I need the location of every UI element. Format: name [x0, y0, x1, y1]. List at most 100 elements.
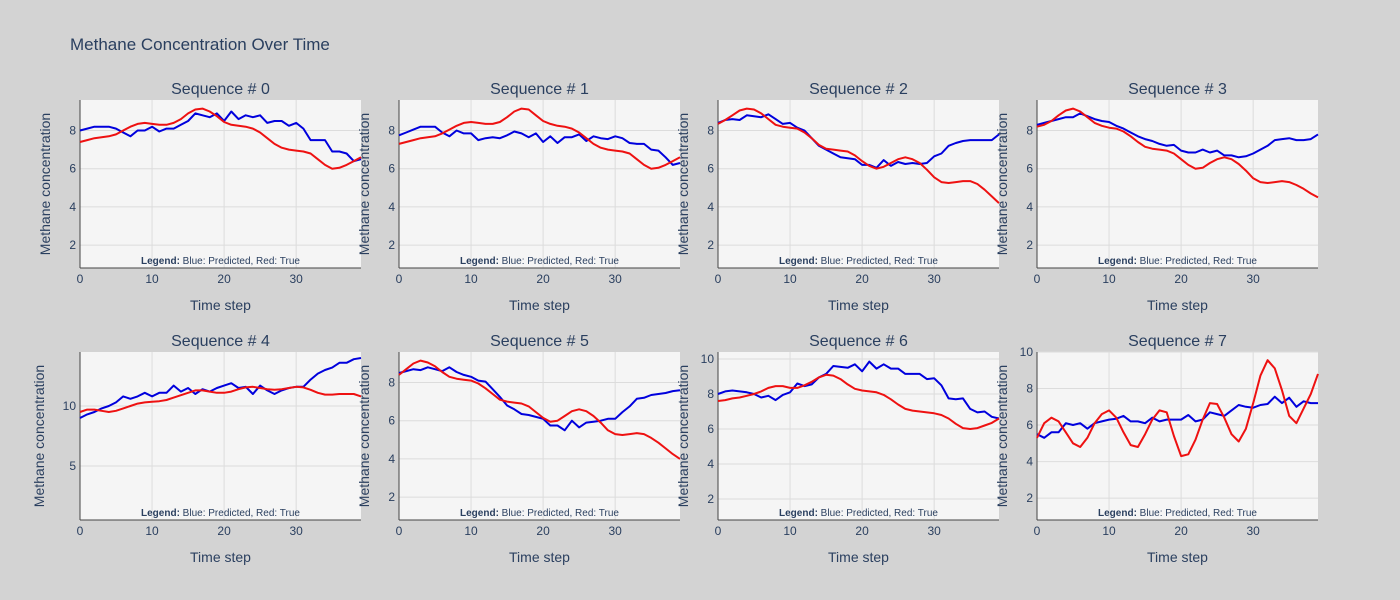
- x-tick-label: 20: [1174, 272, 1188, 286]
- y-axis-label: Methane concentration: [675, 113, 691, 255]
- x-tick-label: 10: [464, 524, 478, 538]
- y-axis-label: Methane concentration: [356, 113, 372, 255]
- x-tick-label: 0: [396, 272, 403, 286]
- y-tick-label: 6: [69, 162, 76, 176]
- plot-area: [80, 352, 361, 520]
- x-tick-label: 20: [855, 272, 869, 286]
- x-axis-label: Time step: [190, 549, 251, 565]
- x-tick-label: 0: [715, 524, 722, 538]
- legend-annotation-text: Blue: Predicted, Red: True: [818, 256, 939, 267]
- y-tick-label: 4: [69, 200, 76, 214]
- x-tick-label: 10: [145, 272, 159, 286]
- x-tick-label: 10: [783, 272, 797, 286]
- plot-area: [80, 100, 361, 268]
- legend-annotation: Legend: Blue: Predicted, Red: True: [141, 508, 300, 519]
- series-line-predicted: [398, 125, 681, 166]
- subplot-1: 0 10 20 30 2 4 6 8 Sequence # 1 Time step Methane …: [356, 81, 681, 313]
- figure-title: Methane Concentration Over Time: [70, 35, 330, 54]
- series-line-predicted: [79, 110, 362, 163]
- x-tick-label: 20: [536, 272, 550, 286]
- plot-area: [1037, 352, 1318, 520]
- subplot-title: Sequence # 0: [171, 81, 270, 98]
- x-axis-label: Time step: [190, 297, 251, 313]
- y-tick-label: 6: [707, 422, 714, 436]
- subplot-7: 0 10 20 30 2 4 6 8 10 Sequence # 7 Time step Methan…: [994, 333, 1319, 565]
- series-line-true: [1036, 107, 1319, 199]
- x-tick-label: 0: [77, 524, 84, 538]
- x-axis-label: Time step: [509, 297, 570, 313]
- x-tick-label: 30: [1246, 524, 1260, 538]
- series-line-true: [717, 107, 1000, 204]
- legend-annotation-text: Blue: Predicted, Red: True: [180, 508, 301, 519]
- x-tick-label: 20: [217, 524, 231, 538]
- legend-annotation: Legend: Blue: Predicted, Red: True: [779, 508, 938, 519]
- y-tick-label: 4: [388, 200, 395, 214]
- legend-annotation-text: Blue: Predicted, Red: True: [1137, 256, 1258, 267]
- x-tick-label: 0: [1034, 524, 1041, 538]
- y-tick-label: 4: [707, 457, 714, 471]
- y-tick-label: 2: [707, 238, 714, 252]
- y-axis-label: Methane concentration: [31, 365, 47, 507]
- subplot-title: Sequence # 5: [490, 333, 589, 350]
- x-tick-label: 10: [1102, 524, 1116, 538]
- series-line-predicted: [79, 357, 362, 419]
- y-axis-label: Methane concentration: [675, 365, 691, 507]
- x-axis-label: Time step: [1147, 549, 1208, 565]
- series-line-true: [398, 107, 681, 170]
- plot-area: [399, 100, 680, 268]
- x-tick-label: 30: [927, 272, 941, 286]
- plot-area: [399, 352, 680, 520]
- legend-annotation-text: Blue: Predicted, Red: True: [180, 256, 301, 267]
- legend-annotation-bold: Legend:: [141, 508, 180, 519]
- x-tick-label: 20: [855, 524, 869, 538]
- legend-annotation: Legend: Blue: Predicted, Red: True: [460, 508, 619, 519]
- x-tick-label: 0: [715, 272, 722, 286]
- y-tick-label: 10: [701, 352, 715, 366]
- x-tick-label: 10: [145, 524, 159, 538]
- subplot-title: Sequence # 3: [1128, 81, 1227, 98]
- x-tick-label: 20: [536, 524, 550, 538]
- x-tick-label: 20: [1174, 524, 1188, 538]
- legend-annotation: Legend: Blue: Predicted, Red: True: [1098, 256, 1257, 267]
- x-tick-label: 0: [1034, 272, 1041, 286]
- subplot-title: Sequence # 2: [809, 81, 908, 98]
- legend-annotation-bold: Legend:: [779, 508, 818, 519]
- legend-annotation-bold: Legend:: [1098, 256, 1137, 267]
- x-tick-label: 0: [77, 272, 84, 286]
- subplot-0: 0 10 20 30 2 4 6 8 Sequence # 0 Time step Methane …: [37, 81, 362, 313]
- series-line-true: [79, 385, 362, 413]
- legend-annotation-bold: Legend:: [1098, 508, 1137, 519]
- y-tick-label: 4: [388, 452, 395, 466]
- legend-annotation-bold: Legend:: [460, 256, 499, 267]
- y-tick-label: 2: [707, 492, 714, 506]
- y-tick-label: 2: [1026, 491, 1033, 505]
- x-tick-label: 10: [464, 272, 478, 286]
- subplot-4: 0 10 20 30 5 10 Sequence # 4 Time step Methane c…: [31, 333, 362, 565]
- legend-annotation: Legend: Blue: Predicted, Red: True: [779, 256, 938, 267]
- x-tick-label: 0: [396, 524, 403, 538]
- y-tick-label: 8: [388, 124, 395, 138]
- x-tick-label: 30: [289, 272, 303, 286]
- x-axis-label: Time step: [1147, 297, 1208, 313]
- y-tick-label: 6: [707, 162, 714, 176]
- x-tick-label: 30: [608, 272, 622, 286]
- subplot-title: Sequence # 6: [809, 333, 908, 350]
- y-tick-label: 10: [63, 399, 77, 413]
- y-tick-label: 4: [707, 200, 714, 214]
- subplot-title: Sequence # 4: [171, 333, 270, 350]
- y-tick-label: 2: [388, 238, 395, 252]
- legend-annotation: Legend: Blue: Predicted, Red: True: [141, 256, 300, 267]
- y-axis-label: Methane concentration: [356, 365, 372, 507]
- y-tick-label: 6: [388, 162, 395, 176]
- subplot-title: Sequence # 7: [1128, 333, 1227, 350]
- x-axis-label: Time step: [828, 297, 889, 313]
- y-tick-label: 4: [1026, 200, 1033, 214]
- series-line-predicted: [1036, 395, 1318, 439]
- y-tick-label: 8: [388, 376, 395, 390]
- legend-annotation-bold: Legend:: [779, 256, 818, 267]
- legend-annotation-text: Blue: Predicted, Red: True: [818, 508, 939, 519]
- y-tick-label: 8: [1026, 124, 1033, 138]
- y-tick-label: 4: [1026, 455, 1033, 469]
